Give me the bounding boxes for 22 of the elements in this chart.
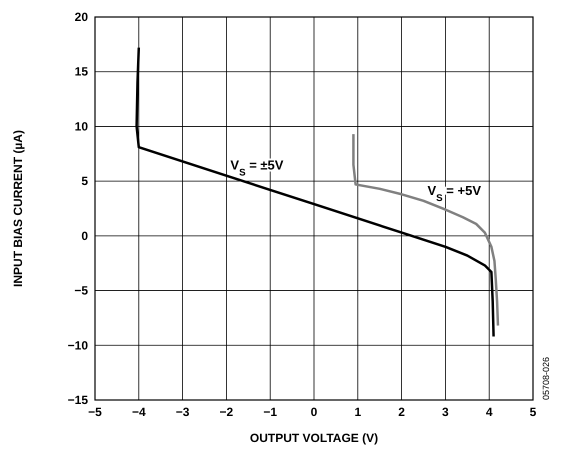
text: 05708-026 bbox=[541, 356, 551, 400]
x-tick-label: 4 bbox=[486, 405, 493, 419]
y-tick-label: −15 bbox=[68, 393, 88, 407]
y-tick-label: −5 bbox=[74, 284, 88, 298]
y-axis-title: INPUT BIAS CURRENT (µA) bbox=[11, 130, 25, 287]
y-tick-label: 15 bbox=[74, 64, 88, 79]
x-tick-label: 3 bbox=[442, 405, 450, 419]
x-tick-label: 0 bbox=[310, 405, 318, 419]
x-tick-label: 2 bbox=[398, 405, 406, 419]
y-tick-label: −10 bbox=[68, 338, 88, 352]
x-tick-label: −4 bbox=[132, 405, 146, 419]
x-tick-label: −3 bbox=[176, 405, 190, 419]
y-tick-label: 20 bbox=[74, 10, 88, 24]
x-tick-label: 1 bbox=[354, 405, 362, 419]
series-label: V$_{S}$ = +5V bbox=[428, 182, 482, 204]
y-tick-label: 0 bbox=[81, 228, 88, 243]
y-tick-label: 10 bbox=[74, 119, 88, 134]
x-axis-title: OUTPUT VOLTAGE (V) bbox=[250, 431, 378, 445]
x-tick-label: −1 bbox=[263, 405, 278, 419]
y-tick-label: 5 bbox=[81, 174, 88, 188]
x-tick-label: −2 bbox=[220, 405, 234, 419]
x-tick-label: 5 bbox=[530, 405, 537, 419]
